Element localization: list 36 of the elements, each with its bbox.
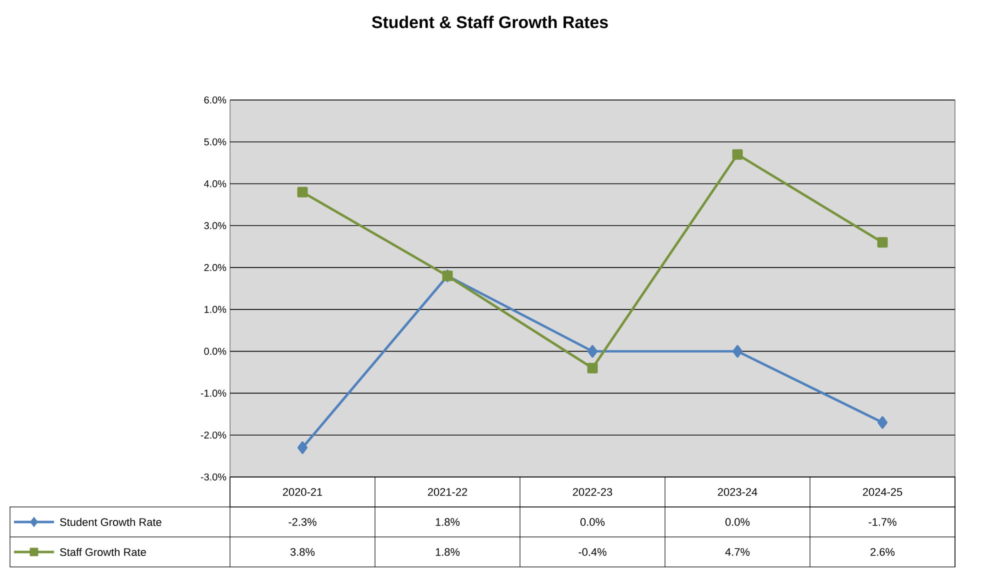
- point: [587, 362, 598, 374]
- data-label: 1.8%: [436, 548, 460, 556]
- point: [878, 416, 888, 429]
- chart-title: Student & Staff Growth Rates: [372, 16, 608, 28]
- point: [877, 237, 888, 248]
- y-tick-label: 2.0%: [204, 264, 226, 272]
- data-label: 1.8%: [436, 518, 460, 526]
- point: [732, 345, 743, 358]
- y-tick-label: 6.0%: [204, 96, 226, 104]
- data-label: 4.7%: [725, 548, 750, 556]
- x-tick-label: 2020-21: [282, 488, 322, 496]
- y-tick-label: -3.0%: [200, 473, 226, 481]
- y-tick-label: 5.0%: [204, 138, 226, 146]
- point: [297, 186, 308, 198]
- legend-label: Student Growth Rate: [60, 518, 162, 526]
- y-tick-label: -1.0%: [200, 390, 226, 397]
- data-label: -0.4%: [578, 548, 606, 556]
- point: [732, 149, 743, 160]
- y-tick-label: 0.0%: [204, 348, 226, 355]
- data-label: -2.3%: [288, 518, 316, 526]
- y-tick-label: 4.0%: [204, 180, 226, 188]
- data-label: 3.8%: [290, 548, 315, 556]
- y-tick-label: 3.0%: [204, 222, 226, 230]
- x-tick-label: 2022-23: [572, 488, 612, 496]
- x-tick-label: 2023-24: [718, 488, 758, 496]
- point: [298, 441, 308, 454]
- data-label: 0.0%: [580, 518, 605, 526]
- x-tick-label: 2021-22: [428, 488, 468, 496]
- x-tick-label: 2024-25: [862, 488, 902, 496]
- data-label: 2.6%: [870, 548, 895, 556]
- y-tick-label: 1.0%: [204, 306, 226, 313]
- y-tick-label: -2.0%: [200, 432, 226, 439]
- legend-label: Staff Growth Rate: [60, 548, 146, 556]
- point: [588, 345, 598, 358]
- data-label: -1.7%: [868, 518, 896, 526]
- data-label: 0.0%: [725, 518, 750, 526]
